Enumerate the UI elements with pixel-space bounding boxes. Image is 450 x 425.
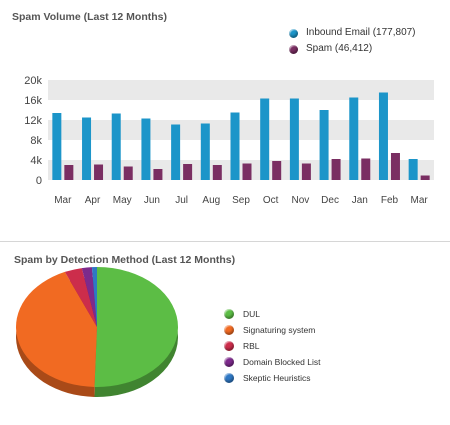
legend-dot-domain-blocked [224,357,234,367]
legend-dot-rbl [224,341,234,351]
legend-label-dul: DUL [243,309,261,319]
pie-slice-1 [94,267,178,387]
grid-band [48,80,434,100]
legend-item-skeptic: Skeptic Heuristics [224,370,320,386]
x-tick-label: Mar [54,195,72,206]
bar-spam [64,165,74,180]
pie-slice-3 [64,268,97,327]
bar-chart-legend: Inbound Email (177,807) Spam (46,412) [289,25,416,57]
pie-chart [15,267,178,397]
bar-spam [390,153,400,180]
bar-inbound [349,97,359,180]
bar-inbound [200,123,210,180]
y-tick-label: 4k [30,155,42,167]
bar-inbound [171,124,181,180]
x-tick-label: Jul [175,195,188,206]
bar-chart-title: Spam Volume (Last 12 Months) [12,11,167,23]
bar-chart: 0 4k 8k 12k 16k 20k Mar Apr May Jun Jul Aug Sep Oct No… [24,75,434,206]
bar-inbound [289,98,299,180]
bar-inbound [111,113,121,180]
x-tick-label: Jun [144,195,160,206]
x-tick-label: Dec [321,195,339,206]
y-tick-label: 16k [24,95,42,107]
legend-dot-spam [289,44,298,54]
bar-spam [420,175,430,180]
legend-label-signaturing: Signaturing system [243,325,316,335]
bar-spam [94,164,104,180]
legend-label-skeptic: Skeptic Heuristics [243,373,311,383]
legend-item-spam: Spam (46,412) [289,41,416,57]
y-tick-label: 20k [24,75,42,87]
bar-spam [242,163,252,180]
x-tick-label: Mar [411,195,429,206]
y-tick-label: 12k [24,115,42,127]
legend-dot-inbound [289,28,298,38]
x-tick-label: Sep [232,195,250,206]
bar-inbound [230,112,240,180]
bar-spam [272,161,282,180]
bar-spam [123,166,133,180]
x-tick-label: Jan [352,195,368,206]
legend-item-rbl: RBL [224,338,320,354]
bar-spam [153,169,163,180]
bar-inbound [378,92,388,180]
legend-item-dul: DUL [224,306,320,322]
x-tick-label: May [113,195,132,206]
grid-band [48,120,434,140]
legend-dot-dul [224,309,234,319]
section-divider [0,241,450,242]
grid-band [48,160,434,180]
x-tick-label: Nov [291,195,309,206]
x-tick-label: Apr [85,195,101,206]
bar-spam [212,165,222,180]
legend-label-inbound: Inbound Email (177,807) [306,27,416,38]
legend-label-domain-blocked: Domain Blocked List [243,357,321,367]
bar-inbound [82,117,92,180]
bar-inbound [141,118,151,180]
legend-item-inbound: Inbound Email (177,807) [289,25,416,41]
bar-spam [183,164,193,180]
y-tick-label: 0 [36,175,42,187]
pie-chart-legend: DUL Signaturing system RBL Domain Blocke… [224,306,320,386]
pie-slice-5 [91,267,97,327]
bar-spam [331,159,341,180]
x-tick-label: Feb [381,195,399,206]
bar-inbound [52,113,62,180]
legend-item-domain-blocked: Domain Blocked List [224,354,320,370]
y-tick-label: 8k [30,135,42,147]
legend-dot-signaturing [224,325,234,335]
bar-inbound [319,110,329,180]
x-tick-label: Aug [202,195,220,206]
pie-chart-title: Spam by Detection Method (Last 12 Months… [14,254,236,266]
pie-slice-4 [81,267,97,327]
legend-dot-skeptic [224,373,234,383]
bar-spam [361,158,371,180]
legend-label-rbl: RBL [243,341,260,351]
bar-inbound [260,98,270,180]
x-tick-label: Oct [263,195,279,206]
bar-inbound [408,159,418,180]
bar-spam [301,163,311,180]
pie-slice-2 [15,271,97,387]
legend-item-signaturing: Signaturing system [224,322,320,338]
legend-label-spam: Spam (46,412) [306,43,373,54]
